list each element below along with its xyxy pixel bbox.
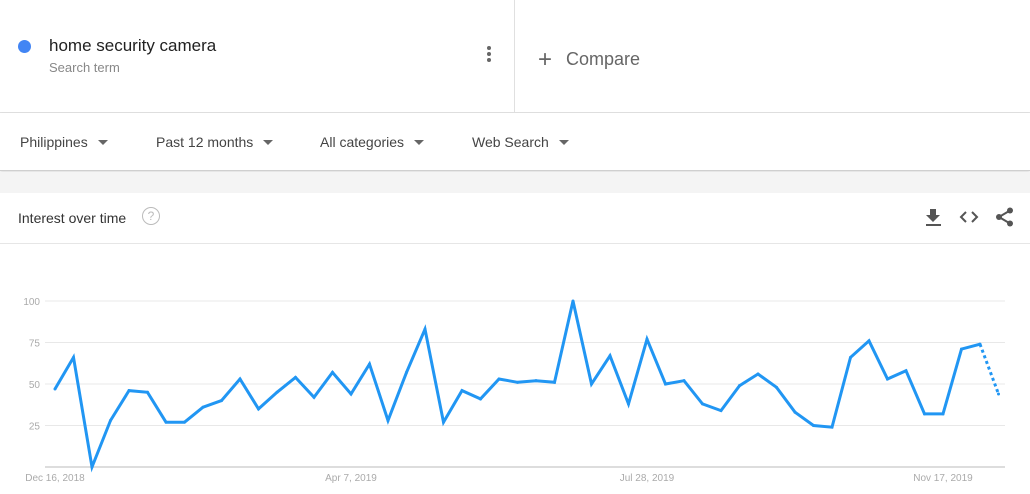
- data-point: [331, 370, 334, 374]
- data-point: [220, 399, 223, 403]
- data-point: [793, 410, 797, 414]
- more-vert-icon[interactable]: [480, 44, 498, 66]
- data-point: [849, 355, 852, 359]
- data-point: [627, 402, 630, 406]
- data-point: [516, 380, 519, 384]
- data-point: [146, 390, 149, 394]
- data-point: [201, 405, 205, 409]
- partial-data-line: [978, 343, 1000, 395]
- x-tick-label: Jul 28, 2019: [620, 473, 675, 484]
- data-point: [238, 377, 242, 381]
- search-term-type: Search term: [49, 60, 120, 75]
- data-point: [109, 419, 112, 423]
- data-point: [368, 362, 371, 366]
- data-point: [183, 420, 186, 424]
- data-point: [608, 354, 612, 358]
- data-point: [682, 379, 686, 383]
- data-point: [534, 379, 538, 383]
- data-point: [756, 372, 760, 376]
- data-point: [923, 412, 926, 416]
- dropdown-caret-icon: [263, 140, 274, 145]
- search-term-card[interactable]: home security camera Search term: [0, 0, 515, 112]
- filter-label: Past 12 months: [156, 134, 254, 150]
- data-point: [867, 339, 871, 343]
- y-tick-label: 100: [23, 297, 40, 308]
- interest-over-time-chart: 25 50 75 100 Dec 16, 2018 Apr 7, 2019 Jul 28, …: [23, 297, 1005, 484]
- data-point: [479, 397, 482, 401]
- embed-code-icon[interactable]: [959, 207, 979, 227]
- compare-label: Compare: [566, 49, 641, 69]
- data-point: [701, 402, 704, 406]
- plus-icon: +: [538, 46, 553, 73]
- data-point: [53, 387, 57, 391]
- data-point: [164, 420, 168, 424]
- data-point: [904, 369, 908, 373]
- search-term-name: home security camera: [49, 36, 217, 55]
- data-point: [442, 420, 445, 424]
- filter-search-type[interactable]: Web Search: [472, 134, 569, 150]
- dropdown-caret-icon: [97, 140, 108, 145]
- filter-label: Philippines: [20, 134, 88, 150]
- data-point: [460, 389, 464, 393]
- data-point: [423, 327, 427, 331]
- dropdown-caret-icon: [414, 140, 425, 145]
- series-color-dot: [18, 40, 31, 53]
- data-point: [645, 337, 649, 341]
- data-point: [405, 370, 408, 374]
- download-icon[interactable]: [925, 207, 943, 227]
- compare-button[interactable]: + Compare: [538, 46, 640, 74]
- data-point: [590, 382, 593, 386]
- data-point: [830, 425, 834, 429]
- data-point: [386, 419, 390, 423]
- data-point: [664, 382, 667, 386]
- filter-time-range[interactable]: Past 12 months: [156, 134, 274, 150]
- y-tick-label: 50: [29, 380, 41, 391]
- data-point: [497, 377, 501, 381]
- y-tick-label: 25: [29, 422, 41, 433]
- filter-bar: Philippines Past 12 months All categorie…: [0, 113, 1030, 171]
- data-point: [941, 412, 945, 416]
- x-tick-label: Dec 16, 2018: [25, 473, 85, 484]
- data-point: [294, 375, 297, 379]
- data-point: [719, 409, 723, 413]
- data-point: [553, 380, 556, 384]
- card-header: Interest over time ?: [0, 193, 1030, 244]
- data-point: [738, 384, 741, 388]
- data-point: [812, 424, 815, 427]
- y-tick-label: 75: [29, 339, 41, 350]
- data-point: [997, 392, 1000, 396]
- header: home security camera Search term + Compar…: [0, 0, 1030, 113]
- filter-label: Web Search: [472, 134, 549, 150]
- x-tick-label: Apr 7, 2019: [325, 473, 377, 484]
- data-point: [72, 355, 75, 359]
- data-point: [886, 377, 889, 381]
- data-point: [90, 465, 94, 469]
- help-icon[interactable]: ?: [142, 207, 160, 225]
- x-tick-label: Nov 17, 2019: [913, 473, 973, 484]
- data-point: [275, 390, 279, 394]
- share-icon[interactable]: [995, 207, 1015, 227]
- data-point: [349, 392, 353, 396]
- data-point: [312, 395, 316, 399]
- dropdown-caret-icon: [558, 140, 569, 145]
- filter-region[interactable]: Philippines: [20, 134, 108, 150]
- data-point: [257, 407, 260, 411]
- data-point: [775, 385, 778, 389]
- card-title: Interest over time: [18, 210, 127, 226]
- filter-label: All categories: [320, 134, 405, 150]
- data-point: [127, 389, 131, 393]
- data-point: [960, 347, 963, 351]
- filter-category[interactable]: All categories: [320, 134, 425, 150]
- separator-band: [0, 172, 1030, 193]
- data-point: [571, 299, 575, 303]
- data-point: [978, 342, 982, 346]
